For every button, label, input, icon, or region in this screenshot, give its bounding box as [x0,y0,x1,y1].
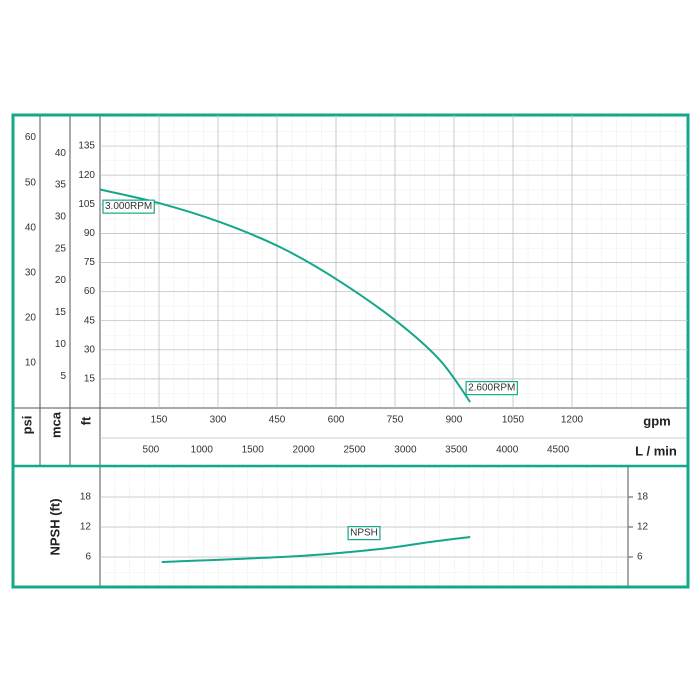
y-tick-label: 90 [84,228,96,239]
y3-tick-label: 50 [25,177,37,188]
y3-tick-label: 30 [25,267,37,278]
x2-tick-label: 1500 [242,445,265,456]
y2-tick-label: 25 [55,243,67,254]
x2-tick-label: 4000 [496,445,519,456]
axis-title: L / min [635,443,677,458]
x-tick-label: 1200 [561,415,584,426]
y-tick-label-right: 18 [637,492,649,503]
minor-grid [100,115,688,408]
annotation-box [347,526,381,541]
x2-tick-label: 3500 [445,445,468,456]
y-tick-label: 45 [84,315,96,326]
x2-tick-label: 2000 [292,445,315,456]
y-tick-label: 12 [80,522,92,533]
y-tick-label: 120 [78,170,95,181]
x-tick-label: 750 [387,415,404,426]
y-tick-label-right: 12 [637,522,649,533]
y-tick-label: 75 [84,257,96,268]
frame [11,113,690,589]
annotation: 3.000RPM [105,201,152,212]
curve [161,536,471,563]
y2-tick-label: 15 [55,307,67,318]
x-tick-label: 1050 [502,415,525,426]
annotation: 2.600RPM [468,383,515,394]
y3-tick-label: 10 [25,358,37,369]
y-tick-label: 135 [78,141,95,152]
x2-tick-label: 1000 [191,445,214,456]
x-tick-label: 300 [210,415,227,426]
y2-tick-label: 10 [55,339,67,350]
y-tick-label: 30 [84,344,96,355]
y-tick-label: 105 [78,199,95,210]
x-tick-label: 600 [328,415,345,426]
y-tick-label: 60 [84,286,96,297]
x2-tick-label: 500 [143,445,160,456]
axis-title: gpm [643,413,670,428]
annotation-box [102,199,155,214]
x2-tick-label: 4500 [547,445,570,456]
y2-tick-label: 5 [60,371,66,382]
y-tick-label: 6 [85,552,91,563]
y-tick-label-right: 6 [637,552,643,563]
annotation-box [465,381,518,396]
x-tick-label: 900 [446,415,463,426]
y-tick-label: 15 [84,374,96,385]
x-tick-label: 150 [151,415,168,426]
axis-title: ft [78,416,93,425]
y3-tick-label: 40 [25,222,37,233]
y3-tick-label: 60 [25,132,37,143]
y2-tick-label: 40 [55,148,67,159]
axis-title: psi [19,416,34,435]
y2-tick-label: 30 [55,212,67,223]
x2-tick-label: 3000 [394,445,417,456]
y2-tick-label: 20 [55,275,67,286]
y2-tick-label: 35 [55,180,67,191]
y-tick-label: 18 [80,492,92,503]
curve [99,188,471,403]
y3-tick-label: 20 [25,312,37,323]
axis-title: mca [48,411,63,438]
x-tick-label: 450 [269,415,286,426]
x2-tick-label: 2500 [343,445,366,456]
axis-title: NPSH (ft) [47,498,62,555]
annotation: NPSH [350,528,378,539]
